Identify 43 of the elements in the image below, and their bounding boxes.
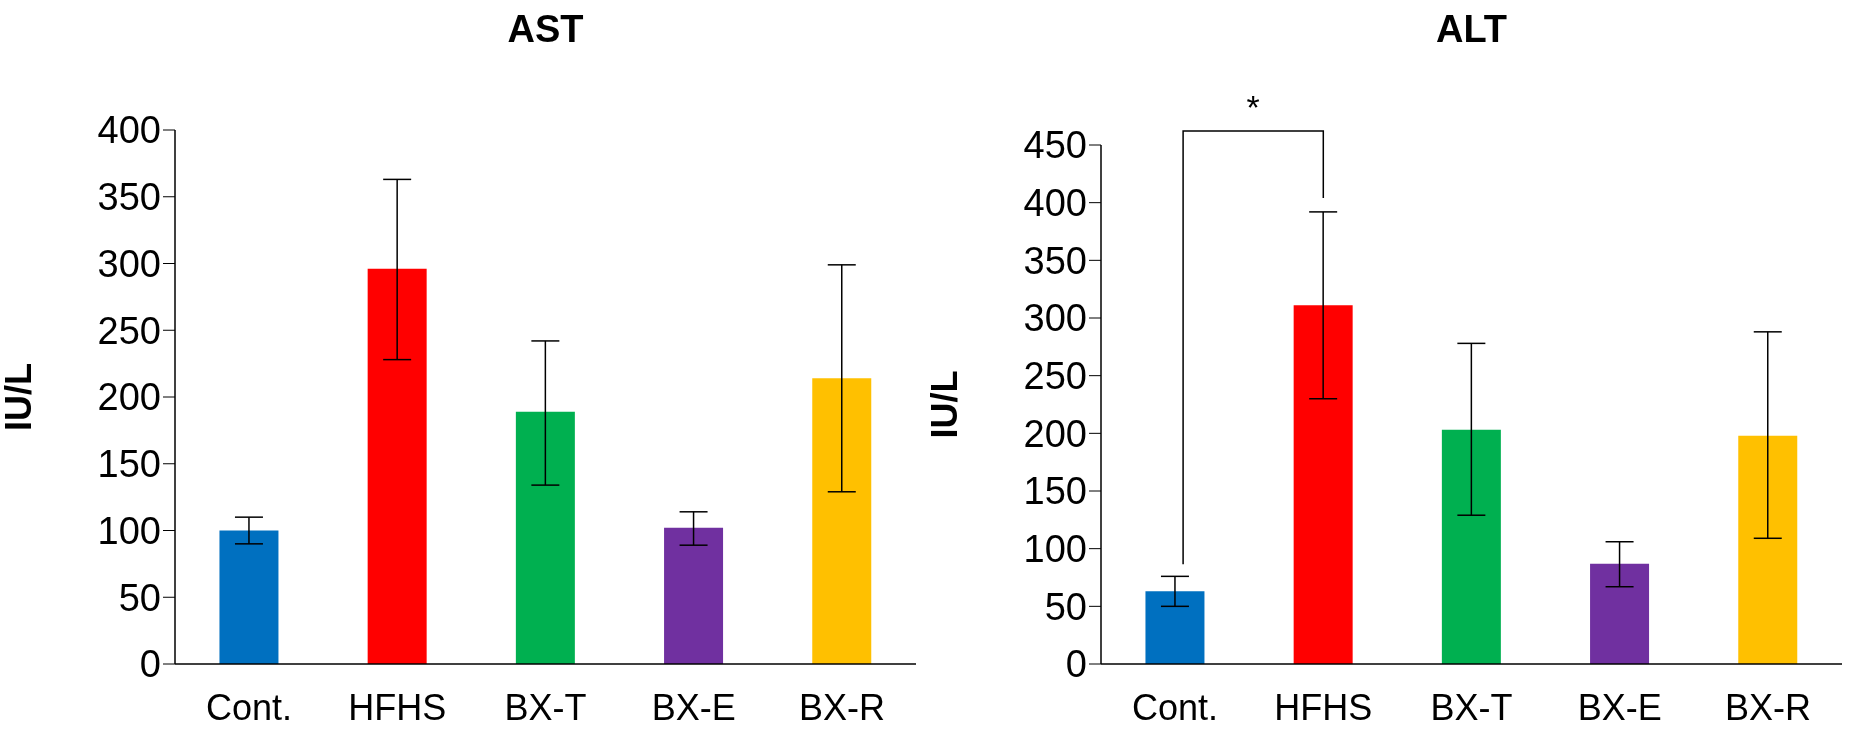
y-axis-title: IU/L: [0, 363, 39, 431]
y-tick-label: 0: [139, 643, 161, 686]
y-tick-label: 300: [1023, 297, 1087, 340]
bar: [1738, 435, 1798, 664]
y-tick-label: 400: [97, 109, 161, 152]
x-tick-label: BX-E: [651, 686, 736, 728]
y-tick-label: 0: [1065, 643, 1087, 686]
y-tick-label: 350: [97, 176, 161, 219]
y-tick-label: 400: [1023, 182, 1087, 225]
bar: [1145, 591, 1205, 664]
y-tick-label: 200: [97, 376, 161, 419]
bar: [1441, 429, 1501, 664]
y-tick-label: 250: [1023, 355, 1087, 398]
y-tick-label: 50: [1044, 585, 1087, 628]
y-tick-label: 100: [97, 509, 161, 552]
x-tick-label: Cont.: [206, 686, 293, 728]
y-tick-label: 250: [97, 309, 161, 352]
y-tick-label: 50: [118, 576, 161, 619]
y-tick-label: 350: [1023, 239, 1087, 282]
x-tick-label: BX-R: [798, 686, 885, 728]
x-tick-label: BX-E: [1577, 686, 1662, 728]
bar: [367, 268, 427, 664]
y-tick-label: 150: [97, 443, 161, 486]
y-tick-label: 150: [1023, 470, 1087, 513]
chart-title: ALT: [1434, 8, 1508, 51]
chart-title: AST: [506, 8, 585, 51]
y-axis-title: IU/L: [923, 370, 965, 439]
bar: [664, 527, 724, 664]
y-tick-label: 450: [1023, 124, 1087, 167]
bar: [1590, 563, 1650, 664]
x-tick-label: HFHS: [1274, 686, 1373, 728]
y-tick-label: 300: [97, 242, 161, 285]
x-tick-label: BX-R: [1724, 686, 1811, 728]
bar: [219, 530, 279, 664]
x-tick-label: HFHS: [348, 686, 447, 728]
bar: [515, 411, 575, 664]
y-tick-label: 100: [1023, 528, 1087, 571]
text: *: [1246, 88, 1260, 126]
bar: [812, 378, 872, 664]
x-tick-label: BX-T: [1430, 686, 1513, 728]
x-tick-label: BX-T: [504, 686, 587, 728]
x-tick-label: Cont.: [1132, 686, 1219, 728]
y-tick-label: 200: [1023, 412, 1087, 455]
